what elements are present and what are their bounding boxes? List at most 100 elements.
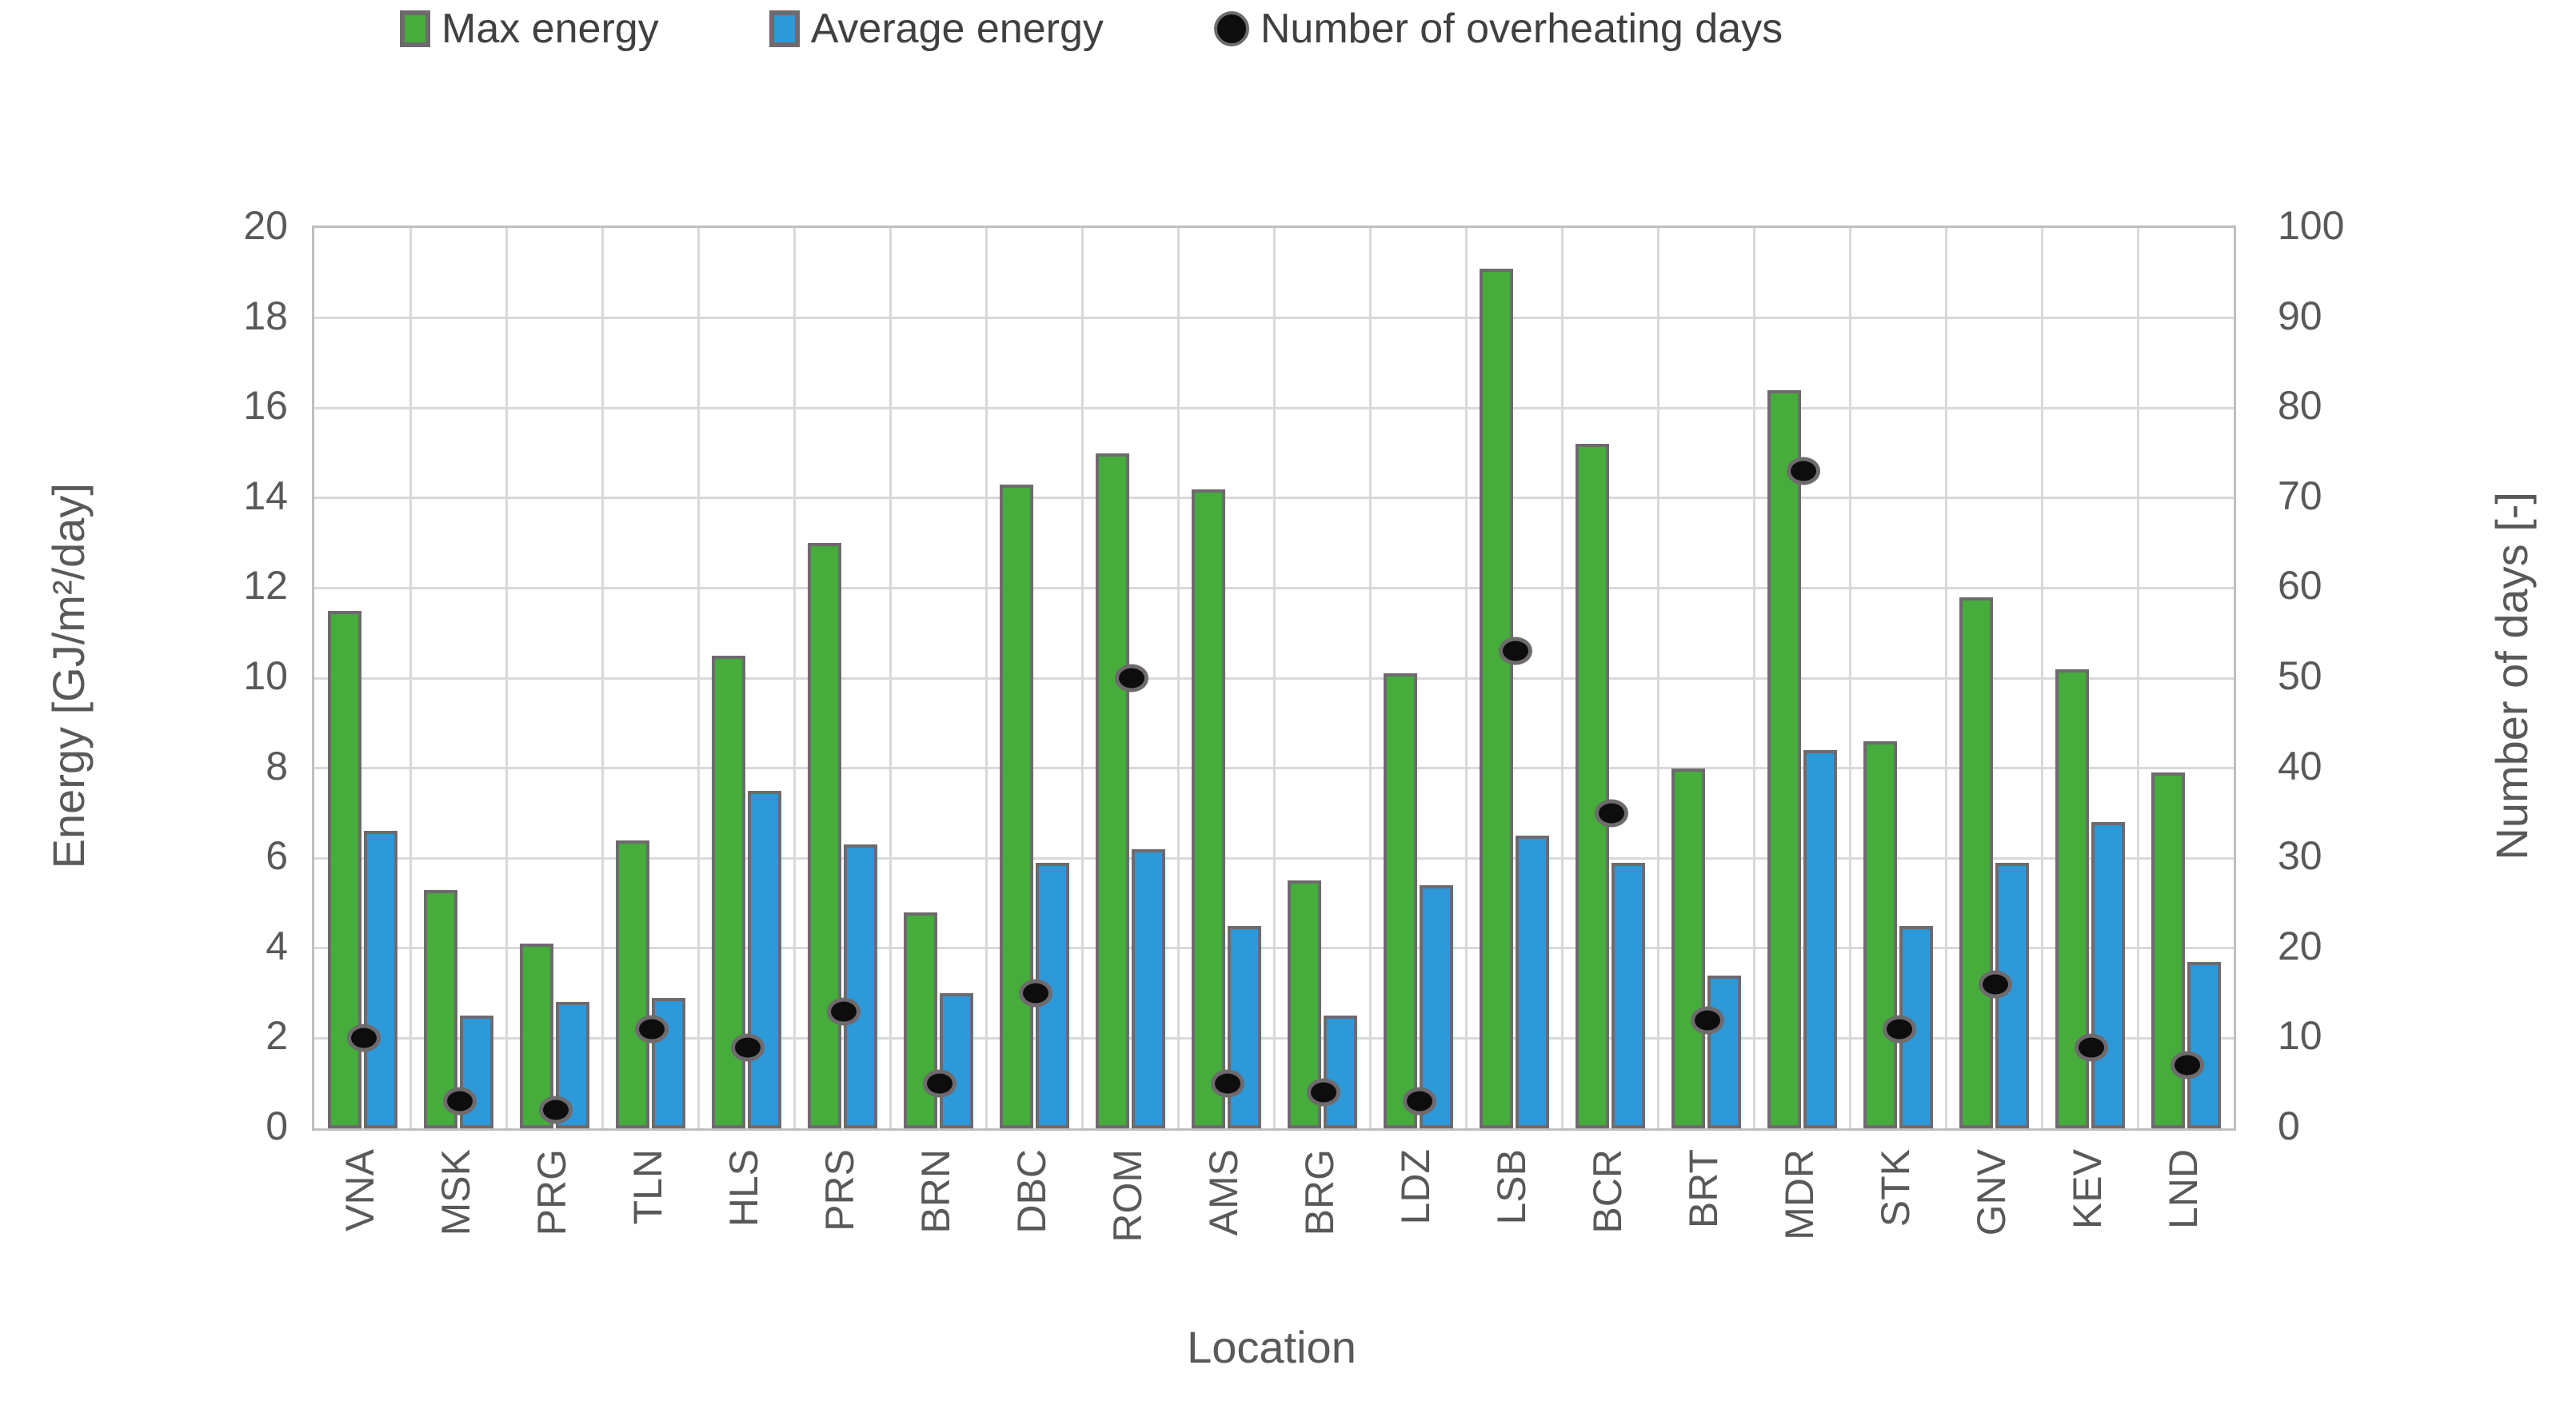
marker-overheating-days-TLN (635, 1015, 669, 1044)
marker-overheating-days-DBC (1019, 979, 1052, 1008)
x-tick-label-GNV: GNV (1943, 1149, 2039, 1333)
gridline-vertical (409, 228, 412, 1128)
x-tick-label-text: LND (2161, 1149, 2206, 1230)
x-tick-label-BRG: BRG (1272, 1149, 1368, 1333)
gridline-vertical (1560, 228, 1564, 1128)
x-tick-label-text: KEV (2065, 1149, 2110, 1230)
overheating-days-dot-icon (1213, 11, 1249, 46)
marker-overheating-days-HLS (731, 1033, 765, 1062)
y-axis-right-tick-label: 10 (2278, 1013, 2322, 1059)
bar-average-energy-LDZ (1420, 884, 1453, 1128)
marker-overheating-days-MDR (1787, 457, 1820, 485)
bar-max-energy-GNV (1959, 597, 1993, 1128)
y-axis-right-tick-label: 100 (2278, 203, 2345, 248)
x-tick-label-text: STK (1873, 1149, 1918, 1227)
x-tick-label-LDZ: LDZ (1368, 1149, 1464, 1333)
x-tick-label-MDR: MDR (1751, 1149, 1847, 1333)
gridline-vertical (889, 228, 892, 1128)
x-tick-label-text: MDR (1777, 1149, 1822, 1240)
y-axis-right-tick-label: 50 (2278, 653, 2322, 698)
bar-average-energy-MSK (460, 1016, 493, 1128)
x-tick-label-text: DBC (1009, 1149, 1054, 1234)
marker-overheating-days-BCR (1595, 799, 1628, 828)
x-tick-label-DBC: DBC (984, 1149, 1080, 1333)
x-tick-label-text: HLS (721, 1149, 766, 1227)
marker-overheating-days-PRS (827, 997, 861, 1026)
bar-max-energy-MDR (1767, 389, 1801, 1128)
gridline-vertical (1464, 228, 1468, 1128)
y-axis-left-tick-label: 2 (266, 1013, 288, 1059)
marker-overheating-days-LDZ (1403, 1087, 1436, 1116)
bar-average-energy-LSB (1516, 836, 1549, 1128)
max-energy-swatch-icon (400, 10, 430, 47)
average-energy-swatch-icon (769, 10, 800, 47)
y-axis-right-tick-label: 30 (2278, 833, 2322, 879)
plot-area (312, 226, 2236, 1131)
x-tick-label-text: LDZ (1393, 1149, 1438, 1225)
y-axis-right-tick-label: 0 (2278, 1104, 2300, 1148)
x-tick-label-text: AMS (1201, 1149, 1246, 1236)
y-axis-left-tick-label: 16 (243, 383, 288, 429)
legend-item-average-energy: Average energy (769, 5, 1104, 53)
marker-overheating-days-STK (1883, 1015, 1916, 1044)
gridline-vertical (2136, 228, 2139, 1128)
bar-average-energy-BRN (940, 993, 973, 1128)
right-axis-title: Number of days [-] (2486, 491, 2537, 860)
legend-label-average-energy: Average energy (810, 6, 1104, 52)
marker-overheating-days-MSK (443, 1087, 477, 1116)
y-axis-left-tick-label: 12 (243, 563, 288, 609)
x-tick-label-MSK: MSK (408, 1149, 504, 1333)
x-tick-label-text: BRN (913, 1149, 958, 1234)
y-axis-left-tick-label: 6 (266, 833, 288, 879)
y-axis-right-tick-label: 60 (2278, 563, 2322, 609)
gridline-vertical (1944, 228, 1947, 1128)
bar-max-energy-KEV (2055, 669, 2089, 1128)
x-tick-label-LSB: LSB (1464, 1149, 1560, 1333)
bar-average-energy-VNA (364, 831, 397, 1128)
chart-legend: Max energy Average energy Number of over… (400, 5, 1783, 53)
bar-max-energy-STK (1863, 740, 1897, 1128)
marker-overheating-days-VNA (347, 1024, 381, 1052)
x-tick-label-KEV: KEV (2039, 1149, 2135, 1333)
legend-label-max-energy: Max energy (441, 6, 659, 52)
x-tick-label-text: VNA (337, 1149, 382, 1231)
bar-max-energy-LDZ (1384, 673, 1417, 1128)
x-tick-label-text: GNV (1969, 1149, 2014, 1236)
bar-average-energy-HLS (748, 790, 781, 1128)
marker-overheating-days-ROM (1115, 664, 1148, 693)
x-tick-label-BRT: BRT (1655, 1149, 1751, 1333)
y-axis-right-tick-label: 90 (2278, 293, 2322, 338)
left-axis-title: Energy [GJ/m²/day] (42, 482, 94, 869)
y-axis-left-tick-label: 18 (243, 293, 288, 338)
gridline-vertical (505, 228, 508, 1128)
bar-average-energy-ROM (1132, 848, 1165, 1128)
x-tick-label-text: BRT (1681, 1149, 1726, 1229)
gridline-vertical (1176, 228, 1180, 1128)
y-axis-right-tick-label: 20 (2278, 923, 2322, 968)
marker-overheating-days-LND (2171, 1051, 2204, 1080)
marker-overheating-days-KEV (2075, 1033, 2108, 1062)
x-tick-label-text: BCR (1585, 1149, 1630, 1234)
gridline-vertical (1848, 228, 1851, 1128)
gridline-vertical (1080, 228, 1084, 1128)
gridline-vertical (793, 228, 796, 1128)
marker-overheating-days-BRN (923, 1069, 957, 1098)
marker-overheating-days-BRG (1307, 1078, 1340, 1107)
y-axis-left-tick-label: 4 (266, 923, 288, 968)
legend-item-overheating-days: Number of overheating days (1213, 5, 1783, 53)
gridline-vertical (1656, 228, 1659, 1128)
y-axis-left-tick-label: 0 (266, 1104, 288, 1148)
x-tick-label-PRS: PRS (792, 1149, 888, 1333)
gridline-vertical (984, 228, 988, 1128)
x-tick-label-text: TLN (625, 1149, 670, 1225)
gridline-vertical (1368, 228, 1372, 1128)
marker-overheating-days-PRG (539, 1096, 573, 1124)
y-axis-right-tick-label: 70 (2278, 473, 2322, 518)
gridline-vertical (2040, 228, 2043, 1128)
legend-label-overheating-days: Number of overheating days (1260, 6, 1783, 52)
bar-max-energy-TLN (616, 840, 649, 1128)
bar-average-energy-LND (2187, 961, 2221, 1128)
x-tick-label-LND: LND (2135, 1149, 2231, 1333)
x-tick-label-text: PRG (529, 1149, 574, 1236)
marker-overheating-days-LSB (1499, 637, 1532, 665)
